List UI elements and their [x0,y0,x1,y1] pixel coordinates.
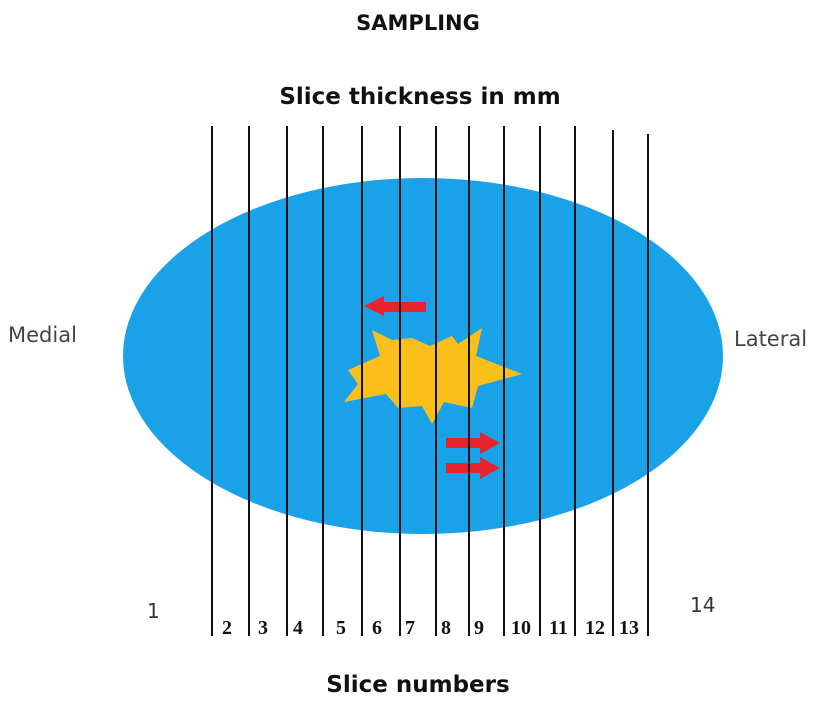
lesion-star-icon [344,328,522,424]
slice-number: 3 [258,617,268,639]
right-arrow-icon [446,432,500,454]
slice-number: 5 [336,617,346,639]
slice-number: 1 [147,599,160,623]
slice-number: 12 [585,617,605,639]
slice-number: 4 [293,617,303,639]
diagram-subtitle: Slice thickness in mm [279,84,560,110]
slice-number: 2 [222,617,232,639]
slice-number: 11 [549,617,568,639]
slice-number: 9 [474,617,484,639]
slice-numbers-label: Slice numbers [326,672,509,698]
slice-number: 10 [511,617,531,639]
left-arrow-icon [364,296,426,316]
slice-number: 7 [405,617,415,639]
diagram-title: SAMPLING [356,11,480,35]
medial-label: Medial [8,323,77,347]
slice-number: 8 [441,617,451,639]
slice-number: 6 [372,617,382,639]
slice-number: 13 [619,617,639,639]
slice-numbers: 1 2 3 4 5 6 7 8 9 10 11 12 13 14 [147,593,715,639]
right-arrow-icon [446,457,500,479]
slice-number: 14 [690,593,715,617]
lateral-label: Lateral [734,327,807,351]
slice-lines [211,126,649,636]
